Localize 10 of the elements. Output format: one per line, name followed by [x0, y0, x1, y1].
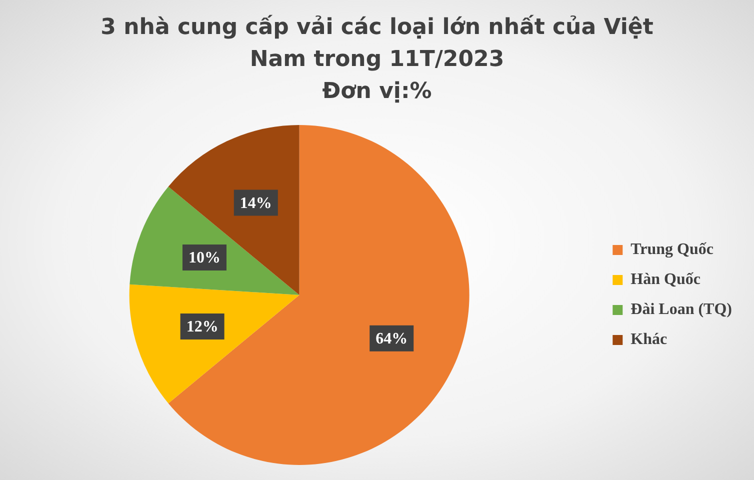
legend-label: Trung Quốc: [630, 241, 714, 258]
legend-label: Hàn Quốc: [630, 271, 700, 288]
chart-subtitle: Đơn vị:%: [321, 78, 433, 106]
legend-label: Khác: [630, 331, 668, 348]
data-label: 64%: [376, 330, 408, 348]
data-label: 10%: [188, 250, 220, 267]
data-label: 12%: [186, 318, 218, 336]
legend-label: Đài Loan (TQ): [630, 301, 732, 318]
chart-title: 3 nhà cung cấp vải các loại lớn nhất của Việt Nam trong 11T/2023: [100, 15, 654, 72]
data-label: 14%: [240, 194, 272, 212]
